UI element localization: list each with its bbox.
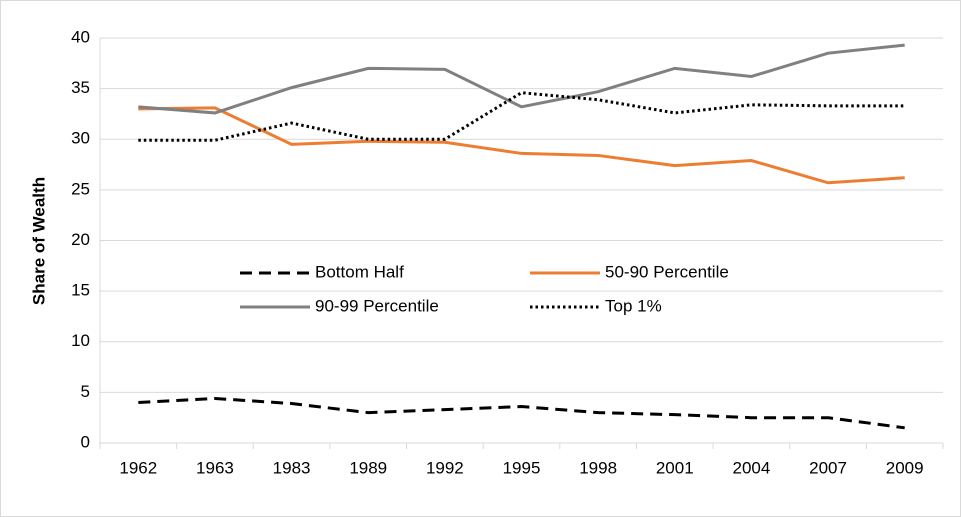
x-tick-label: 1992	[426, 458, 464, 477]
legend-label: 50-90 Percentile	[605, 262, 729, 281]
y-tick-label: 15	[71, 281, 90, 300]
y-tick-label: 10	[71, 331, 90, 350]
x-tick-label: 1989	[349, 458, 387, 477]
series-line	[138, 106, 905, 185]
x-tick-label: 2004	[732, 458, 770, 477]
x-tick-label: 1995	[503, 458, 541, 477]
x-tick-label: 1998	[579, 458, 617, 477]
x-tick-label: 2007	[809, 458, 847, 477]
y-tick-label: 20	[71, 230, 90, 249]
y-axis-label: Share of Wealth	[29, 177, 48, 305]
y-tick-label: 25	[71, 179, 90, 198]
series-line	[138, 43, 905, 115]
y-tick-label: 5	[81, 382, 90, 401]
y-tick-label: 35	[71, 78, 90, 97]
x-tick-label: 1962	[119, 458, 157, 477]
x-tick-label: 1983	[273, 458, 311, 477]
legend-label: Bottom Half	[315, 262, 404, 281]
y-tick-label: 0	[81, 432, 90, 451]
series-line	[138, 396, 905, 430]
legend-label: 90-99 Percentile	[315, 296, 439, 315]
legend-label: Top 1%	[605, 296, 662, 315]
x-tick-label: 2009	[886, 458, 924, 477]
x-tick-label: 2001	[656, 458, 694, 477]
y-tick-label: 40	[71, 27, 90, 46]
y-tick-label: 30	[71, 129, 90, 148]
x-tick-label: 1963	[196, 458, 234, 477]
